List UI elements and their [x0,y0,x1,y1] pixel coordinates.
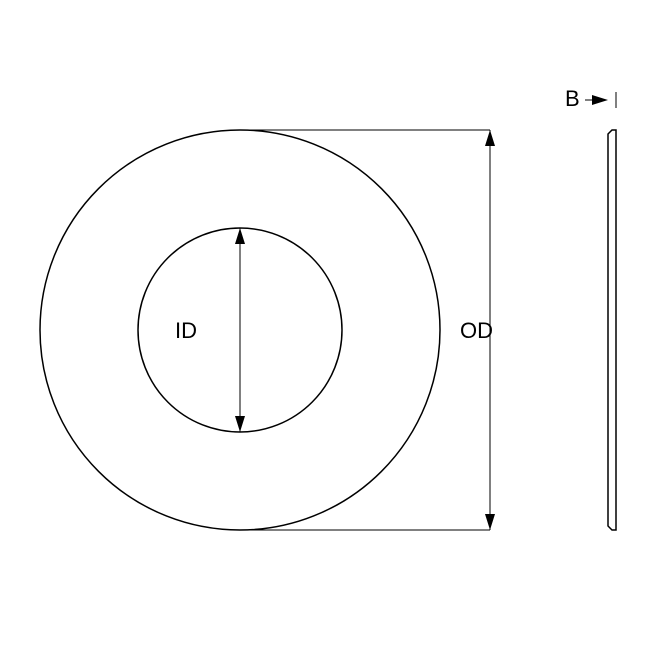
dimension-arrowhead [235,228,245,244]
b-label: B [565,86,580,111]
dimension-arrowhead [592,95,608,105]
dimension-arrowhead [235,416,245,432]
dimension-arrowhead [485,514,495,530]
od-label: OD [460,318,493,343]
dimension-arrowhead [485,130,495,146]
id-label: ID [175,318,197,343]
washer-side-view [608,130,616,530]
